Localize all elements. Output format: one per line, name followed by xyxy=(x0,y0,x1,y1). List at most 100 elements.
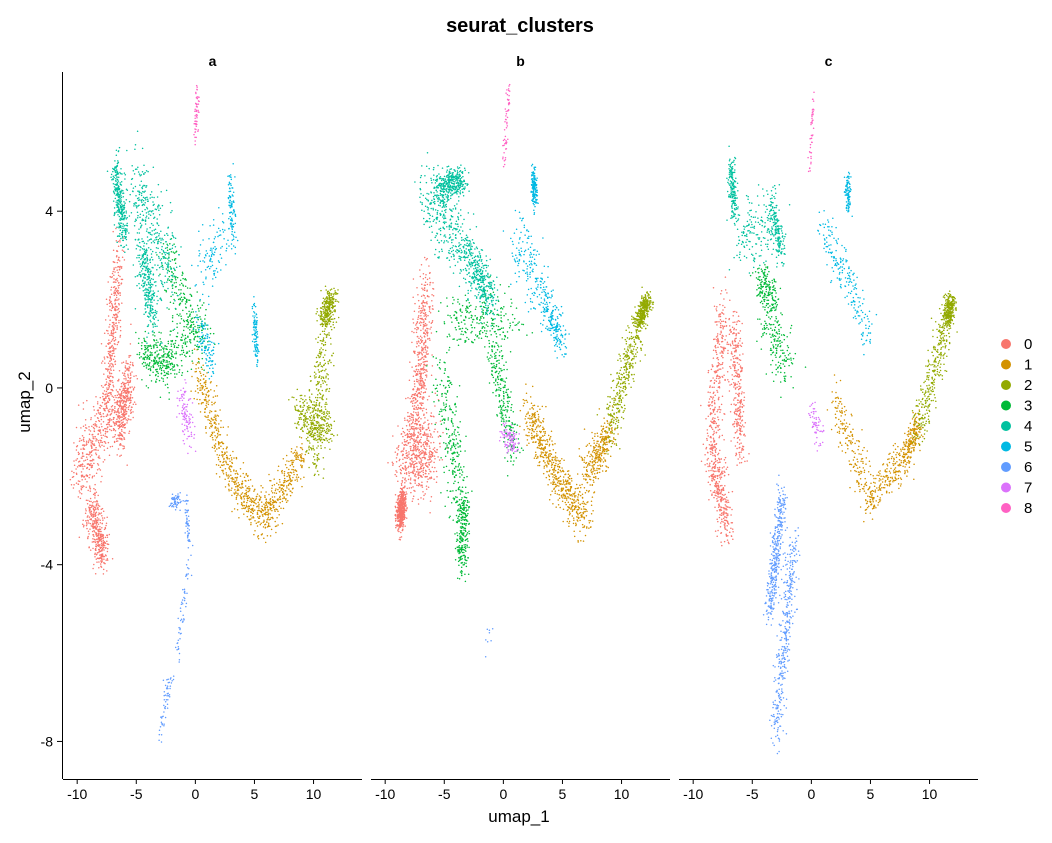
point xyxy=(119,233,121,235)
point xyxy=(198,230,200,233)
point xyxy=(102,544,105,547)
cluster-1-points xyxy=(190,348,307,544)
point xyxy=(138,254,141,256)
point xyxy=(122,361,125,364)
point xyxy=(86,516,89,518)
point xyxy=(92,514,95,517)
point xyxy=(115,396,117,399)
point xyxy=(118,256,120,259)
point xyxy=(109,297,111,299)
point xyxy=(225,447,228,450)
point xyxy=(215,429,218,431)
point xyxy=(203,302,205,304)
point xyxy=(127,406,130,408)
point xyxy=(98,518,100,520)
point xyxy=(88,438,91,440)
point xyxy=(120,222,123,224)
point xyxy=(225,456,228,459)
point xyxy=(212,224,215,226)
point xyxy=(111,339,114,341)
point xyxy=(279,498,281,501)
point xyxy=(316,422,318,425)
point xyxy=(127,384,130,386)
point xyxy=(275,492,278,495)
point xyxy=(108,387,110,389)
point xyxy=(93,430,95,432)
point xyxy=(207,401,209,403)
point xyxy=(152,240,155,242)
point xyxy=(190,321,193,323)
point xyxy=(117,287,120,289)
point xyxy=(230,477,232,480)
point xyxy=(238,484,241,486)
point xyxy=(324,431,327,434)
point xyxy=(123,227,125,229)
point xyxy=(120,410,123,412)
point xyxy=(253,490,255,492)
point xyxy=(119,334,122,337)
point xyxy=(254,499,257,501)
point xyxy=(136,257,138,259)
point xyxy=(289,479,292,481)
point xyxy=(303,404,306,407)
point xyxy=(167,342,170,345)
point xyxy=(149,308,152,310)
point xyxy=(92,516,94,518)
point xyxy=(324,362,327,365)
point xyxy=(140,344,143,347)
point xyxy=(336,293,338,295)
point xyxy=(101,401,104,404)
point xyxy=(118,260,121,262)
point xyxy=(132,264,135,266)
point xyxy=(89,453,91,455)
point xyxy=(83,436,85,439)
point xyxy=(135,331,137,334)
point xyxy=(321,305,324,308)
point xyxy=(174,339,177,342)
point xyxy=(273,508,276,511)
point xyxy=(306,439,309,442)
point xyxy=(232,478,235,480)
point xyxy=(117,401,119,403)
point xyxy=(330,427,333,430)
point xyxy=(138,282,140,285)
point xyxy=(126,392,128,395)
point xyxy=(215,415,217,418)
point xyxy=(145,215,148,217)
point xyxy=(327,308,329,310)
point xyxy=(210,375,213,378)
point xyxy=(325,430,327,433)
point xyxy=(315,439,317,441)
point xyxy=(307,423,310,426)
point xyxy=(241,505,244,507)
point xyxy=(190,311,193,313)
point xyxy=(115,239,118,242)
point xyxy=(81,435,84,437)
point xyxy=(144,298,147,301)
point xyxy=(152,326,155,328)
point xyxy=(105,397,107,399)
point xyxy=(222,461,224,464)
point xyxy=(323,303,326,306)
point xyxy=(89,528,91,530)
point xyxy=(304,453,307,456)
point xyxy=(146,228,148,230)
point xyxy=(71,470,73,473)
point xyxy=(124,406,127,408)
point xyxy=(122,189,124,192)
point xyxy=(283,474,286,477)
point xyxy=(102,536,105,538)
point xyxy=(75,445,78,448)
point xyxy=(101,555,104,558)
point xyxy=(133,375,135,378)
point xyxy=(117,290,120,292)
point xyxy=(120,181,123,183)
point xyxy=(298,436,301,438)
point xyxy=(131,164,133,167)
point xyxy=(259,498,262,500)
point xyxy=(108,382,110,385)
point xyxy=(138,241,141,244)
point xyxy=(303,461,305,463)
point xyxy=(149,233,152,236)
point xyxy=(85,453,88,455)
